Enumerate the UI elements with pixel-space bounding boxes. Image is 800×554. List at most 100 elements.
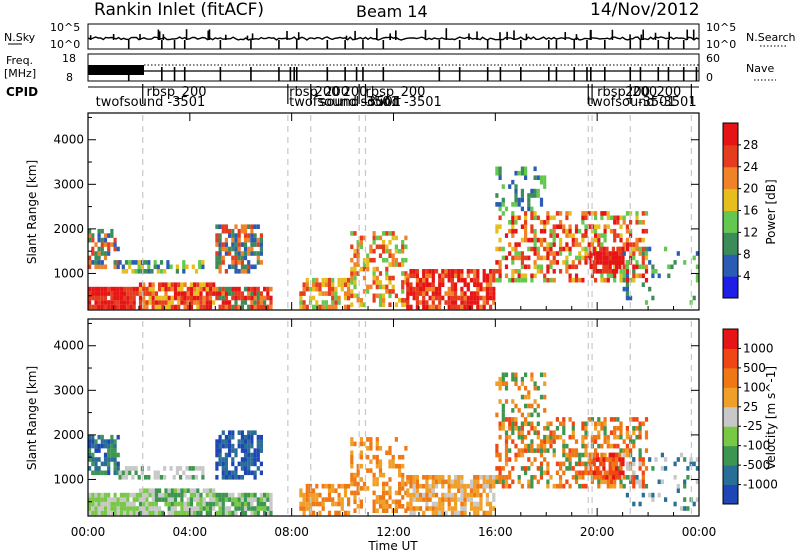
range-gate-cell bbox=[151, 506, 155, 511]
range-gate-cell bbox=[603, 237, 607, 243]
range-gate-cell bbox=[625, 430, 629, 435]
range-gate-cell bbox=[508, 470, 512, 476]
range-gate-cell bbox=[164, 497, 168, 502]
range-gate-cell bbox=[520, 426, 524, 431]
range-gate-cell bbox=[394, 248, 398, 254]
range-gate-cell bbox=[422, 492, 426, 498]
range-gate-cell bbox=[479, 492, 483, 498]
range-gate-cell bbox=[543, 224, 547, 229]
range-gate-cell bbox=[97, 264, 101, 270]
range-gate-cell bbox=[247, 237, 251, 243]
range-gate-cell bbox=[391, 463, 395, 469]
range-gate-cell bbox=[533, 193, 537, 198]
range-gate-cell bbox=[218, 497, 222, 502]
range-gate-cell bbox=[170, 497, 174, 502]
range-gate-cell bbox=[599, 470, 603, 476]
range-gate-cell bbox=[97, 237, 101, 243]
range-gate-cell bbox=[625, 286, 629, 292]
range-gate-cell bbox=[409, 510, 413, 516]
range-gate-cell bbox=[543, 426, 547, 431]
range-gate-cell bbox=[132, 291, 136, 296]
range-gate-cell bbox=[466, 497, 470, 502]
range-gate-cell bbox=[638, 421, 642, 427]
range-gate-cell bbox=[489, 304, 493, 310]
range-gate-cell bbox=[180, 300, 184, 305]
range-gate-cell bbox=[539, 264, 544, 270]
range-gate-cell bbox=[100, 439, 104, 444]
range-gate-cell bbox=[312, 492, 316, 498]
range-gate-cell bbox=[228, 510, 232, 516]
range-gate-cell bbox=[508, 228, 512, 234]
range-gate-cell bbox=[378, 459, 383, 464]
range-gate-cell bbox=[256, 452, 260, 458]
range-gate-cell bbox=[546, 269, 550, 274]
range-gate-cell bbox=[565, 452, 569, 458]
range-gate-cell bbox=[431, 488, 435, 493]
range-gate-cell bbox=[622, 251, 626, 256]
range-gate-cell bbox=[546, 439, 550, 444]
range-gate-cell bbox=[511, 233, 515, 238]
range-gate-cell bbox=[218, 492, 222, 498]
range-gate-cell bbox=[234, 242, 238, 247]
range-gate-cell bbox=[205, 506, 209, 511]
range-gate-cell bbox=[460, 497, 464, 502]
range-gate-cell bbox=[208, 300, 213, 305]
range-gate-cell bbox=[450, 286, 454, 292]
range-gate-cell bbox=[485, 300, 489, 305]
range-gate-cell bbox=[511, 215, 515, 221]
range-gate-cell bbox=[644, 483, 649, 489]
range-gate-cell bbox=[128, 264, 132, 270]
range-gate-cell bbox=[590, 228, 594, 234]
range-gate-cell bbox=[250, 434, 254, 440]
range-gate-cell bbox=[123, 510, 127, 516]
range-gate-cell bbox=[388, 504, 392, 509]
range-gate-cell bbox=[441, 273, 445, 279]
range-gate-cell bbox=[237, 506, 241, 511]
range-gate-cell bbox=[495, 466, 499, 471]
range-gate-cell bbox=[533, 273, 537, 279]
range-gate-cell bbox=[167, 282, 171, 287]
range-gate-cell bbox=[559, 251, 563, 256]
range-gate-cell bbox=[378, 504, 383, 509]
range-gate-cell bbox=[321, 483, 325, 489]
range-gate-cell bbox=[173, 492, 178, 498]
range-gate-cell bbox=[605, 260, 609, 265]
range-gate-cell bbox=[173, 501, 178, 507]
range-gate-cell bbox=[237, 237, 241, 243]
range-gate-cell bbox=[356, 463, 360, 469]
range-gate-cell bbox=[549, 215, 553, 221]
range-gate-cell bbox=[622, 483, 626, 489]
range-gate-cell bbox=[546, 211, 550, 216]
range-gate-cell bbox=[599, 251, 603, 256]
range-gate-cell bbox=[228, 300, 232, 305]
range-gate-cell bbox=[447, 300, 451, 305]
range-gate-cell bbox=[247, 264, 251, 270]
range-gate-cell bbox=[202, 506, 206, 511]
range-gate-cell bbox=[581, 426, 585, 431]
range-gate-cell bbox=[412, 295, 416, 301]
range-gate-cell bbox=[97, 466, 101, 471]
range-gate-cell bbox=[447, 277, 451, 283]
range-gate-cell bbox=[425, 475, 429, 480]
range-gate-cell bbox=[609, 483, 614, 489]
range-gate-cell bbox=[616, 426, 620, 431]
range-gate-cell bbox=[212, 506, 216, 511]
range-gate-cell bbox=[466, 483, 470, 489]
range-gate-cell bbox=[103, 497, 108, 502]
range-gate-cell bbox=[619, 224, 623, 229]
cpid-program-label: 200 bbox=[315, 85, 340, 100]
range-gate-cell bbox=[495, 246, 499, 252]
range-gate-cell bbox=[94, 295, 98, 301]
range-gate-cell bbox=[253, 492, 257, 498]
range-gate-cell bbox=[253, 237, 257, 243]
range-gate-cell bbox=[476, 304, 480, 310]
range-gate-cell bbox=[318, 286, 322, 292]
range-gate-cell bbox=[145, 286, 149, 292]
range-gate-cell bbox=[638, 483, 642, 489]
range-gate-cell bbox=[574, 273, 579, 279]
range-gate-cell bbox=[240, 251, 244, 256]
range-gate-cell bbox=[587, 461, 591, 467]
range-gate-cell bbox=[574, 264, 579, 270]
range-gate-cell bbox=[638, 237, 642, 243]
range-gate-cell bbox=[514, 170, 518, 176]
